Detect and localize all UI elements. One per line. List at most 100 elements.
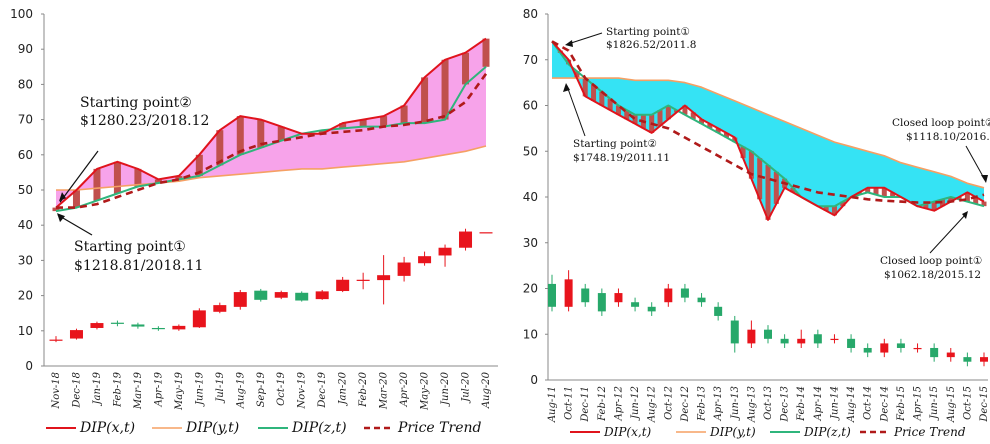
stripe-bar	[339, 123, 347, 129]
stripe-bar	[277, 126, 285, 141]
series-line-x	[55, 37, 487, 209]
stripe-bar	[881, 187, 887, 197]
stripe-bar	[462, 52, 470, 85]
x-tick-label: Dec-11	[580, 386, 591, 423]
stripe-bar	[591, 84, 597, 101]
candle-body	[863, 347, 872, 353]
candle-body	[631, 302, 640, 307]
y-tick-label: 60	[523, 99, 538, 113]
x-tick-label: Dec-14	[879, 386, 890, 423]
y-tick-label: 30	[18, 253, 33, 267]
candle-body	[356, 279, 370, 281]
annotation-value: $1748.19/2011.11	[573, 152, 670, 164]
x-tick-label: Aug-11	[547, 386, 558, 423]
stripe-bar	[699, 119, 705, 124]
x-tick-label: Apr-20	[399, 371, 410, 407]
x-tick-label: Aug-12	[647, 386, 658, 423]
stripe-bar	[690, 112, 696, 120]
x-tick-label: Feb-15	[896, 386, 907, 422]
candle-body	[131, 324, 145, 327]
x-tick-label: Jun-12	[630, 386, 641, 421]
candle-body	[797, 338, 806, 344]
annotation-value: $1062.18/2015.12	[884, 269, 981, 281]
stripe-bar	[380, 116, 388, 127]
candle-body	[581, 288, 590, 303]
x-tick-label: Jul-19	[215, 371, 226, 403]
candle-body	[397, 262, 411, 276]
candle-body	[664, 288, 673, 303]
x-tick-label: Jun-15	[929, 386, 940, 421]
x-tick-label: Feb-20	[358, 371, 369, 407]
series-line-z	[55, 66, 487, 213]
stripe-bar	[715, 128, 721, 133]
x-tick-label: Apr-12	[613, 386, 624, 422]
stripe-bar	[665, 105, 671, 120]
candle-body	[597, 293, 606, 312]
stripe-bar	[748, 151, 754, 179]
stripe-bar	[72, 190, 80, 208]
candle-body	[963, 357, 972, 362]
y-tick-label: 70	[523, 53, 538, 67]
candle-body	[830, 338, 839, 341]
chart-panel-2: 0 10 20 30 40 50 60 70 80 Aug-11 Oct-11 Dec-11 Feb-1…	[523, 7, 990, 439]
arrow-head	[981, 175, 988, 183]
stripe-bar	[154, 179, 162, 183]
y-tick-label: 70	[18, 113, 33, 127]
x-tick-label: Aug-20	[481, 371, 492, 409]
annotation-arrow	[566, 85, 586, 137]
candle-body	[847, 338, 856, 348]
x-tick-label: Oct-12	[663, 386, 674, 420]
stripe-bar	[790, 187, 796, 193]
x-tick-label: Apr-15	[913, 386, 924, 422]
stripe-bar	[482, 38, 490, 67]
candle-body	[714, 306, 723, 316]
candle-body	[946, 352, 955, 358]
stripe-bar	[632, 114, 638, 124]
y-tick-label: 20	[523, 282, 538, 296]
series-line-trend	[551, 40, 985, 204]
y-tick-label: 40	[523, 190, 538, 204]
x-tick-label: Apr-13	[713, 386, 724, 422]
stripe-bar	[175, 175, 183, 180]
candle-body	[930, 347, 939, 358]
candle-body	[336, 279, 350, 292]
x-tick-label: Jun-19	[194, 371, 205, 407]
annotation-arrow	[567, 32, 603, 45]
candle-body	[295, 292, 309, 301]
y-tick-label: 30	[523, 236, 538, 250]
stripe-bar	[740, 146, 746, 159]
stripe-bar	[856, 192, 862, 195]
annotation-arrow	[965, 145, 986, 181]
x-tick-label: Nov-19	[297, 371, 308, 409]
stripe-bar	[682, 105, 688, 115]
stripe-bar	[400, 105, 408, 124]
x-tick-label: Feb-19	[112, 371, 123, 407]
annotation-arrow	[929, 213, 967, 254]
x-tick-label: Aug-14	[846, 386, 857, 423]
annotation-arrow	[59, 150, 99, 203]
candle-body	[896, 343, 905, 348]
annotation-title: Starting point②	[80, 95, 192, 111]
candle-body	[49, 339, 63, 341]
series-line-trend	[56, 73, 488, 209]
x-tick-label: Jun-20	[440, 371, 451, 407]
x-tick-label: Nov-18	[51, 372, 62, 410]
y-tick-label: 60	[18, 148, 33, 162]
x-tick-label: Apr-14	[813, 386, 824, 422]
annotation-arrow	[57, 214, 93, 236]
arrow-head	[59, 192, 66, 202]
candle-body	[213, 305, 227, 312]
stripe-bar	[890, 192, 896, 197]
legend-label-x: DIP(x,t)	[603, 425, 652, 439]
candle-body	[697, 297, 706, 303]
legend-label-y: DIP(y,t)	[709, 425, 756, 439]
stripe-bar	[359, 119, 367, 127]
candle-body	[315, 291, 329, 300]
stripe-bar	[134, 168, 142, 187]
legend-label-trend: Price Trend	[397, 420, 481, 436]
candle-body	[438, 247, 452, 256]
x-tick-label: Jul-20	[461, 371, 472, 403]
candle-body	[913, 347, 922, 350]
y-tick-label: 0	[530, 373, 538, 387]
